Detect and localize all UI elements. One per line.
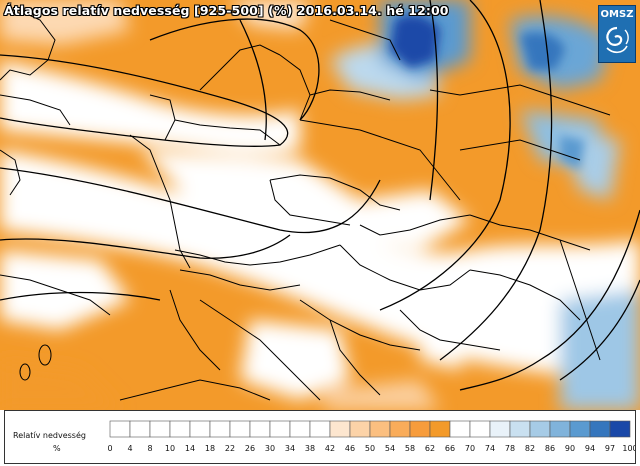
scale-swatch xyxy=(189,420,211,438)
scale-tick-label: 58 xyxy=(405,444,415,453)
scale-tick-label: 42 xyxy=(325,444,335,453)
scale-swatch xyxy=(569,420,591,438)
scale-swatch xyxy=(449,420,471,438)
scale-swatch xyxy=(269,420,291,438)
scale-swatch xyxy=(609,420,631,438)
scale-tick-label: 86 xyxy=(545,444,555,453)
scale-swatch xyxy=(109,420,131,438)
scale-tick-label: 50 xyxy=(365,444,375,453)
scale-tick-label: 34 xyxy=(285,444,295,453)
scale-tick-label: 4 xyxy=(127,444,132,453)
scale-tick-label: 14 xyxy=(185,444,195,453)
scale-tick-label: 100 xyxy=(622,444,635,453)
humidity-map xyxy=(0,0,640,410)
scale-swatch xyxy=(329,420,351,438)
scale-swatch xyxy=(369,420,391,438)
scale-swatch xyxy=(509,420,531,438)
scale-swatch xyxy=(289,420,311,438)
legend-unit: % xyxy=(53,444,61,453)
scale-swatch xyxy=(529,420,551,438)
scale-tick-label: 26 xyxy=(245,444,255,453)
scale-swatch xyxy=(249,420,271,438)
scale-swatch xyxy=(429,420,451,438)
scale-tick-label: 22 xyxy=(225,444,235,453)
scale-tick-label: 46 xyxy=(345,444,355,453)
scale-tick-label: 0 xyxy=(107,444,112,453)
humidity-core xyxy=(390,14,585,170)
scale-tick-label: 8 xyxy=(147,444,152,453)
scale-swatch xyxy=(209,420,231,438)
scale-tick-label: 78 xyxy=(505,444,515,453)
legend-title: Relatív nedvesség xyxy=(13,431,86,440)
scale-tick-label: 90 xyxy=(565,444,575,453)
scale-swatch xyxy=(489,420,511,438)
legend: Relatív nedvesség % 0 4 8 10 14 18 22 26 30 34 38 4… xyxy=(4,410,636,464)
scale-swatch xyxy=(409,420,431,438)
isobar-lines xyxy=(0,0,640,391)
scale-tick-label: 54 xyxy=(385,444,395,453)
scale-tick-label: 10 xyxy=(165,444,175,453)
scale-swatch xyxy=(229,420,251,438)
scale-tick-label: 82 xyxy=(525,444,535,453)
scale-tick-label: 38 xyxy=(305,444,315,453)
scale-swatch xyxy=(349,420,371,438)
scale-tick-label: 97 xyxy=(605,444,615,453)
scale-swatch xyxy=(129,420,151,438)
scale-tick-label: 18 xyxy=(205,444,215,453)
scale-tick-label: 30 xyxy=(265,444,275,453)
scale-swatch xyxy=(589,420,611,438)
scale-swatch xyxy=(549,420,571,438)
omsz-logo: OMSZ xyxy=(598,5,636,63)
scale-swatch xyxy=(169,420,191,438)
scale-tick-label: 94 xyxy=(585,444,595,453)
map-title: Átlagos relatív nedvesség [925-500] (%) … xyxy=(4,3,449,18)
swirl-icon xyxy=(606,26,629,54)
country-borders xyxy=(0,9,611,401)
scale-swatch xyxy=(309,420,331,438)
color-scale: 0 4 8 10 14 18 22 26 30 34 38 42 46 50 54 58 62 66 70 74 78 8… xyxy=(107,420,635,453)
scale-tick-label: 74 xyxy=(485,444,495,453)
scale-swatch xyxy=(149,420,171,438)
scale-swatch xyxy=(469,420,491,438)
scale-swatch xyxy=(389,420,411,438)
logo-text: OMSZ xyxy=(600,9,634,20)
scale-tick-label: 66 xyxy=(445,444,455,453)
scale-tick-label: 62 xyxy=(425,444,435,453)
scale-tick-label: 70 xyxy=(465,444,475,453)
